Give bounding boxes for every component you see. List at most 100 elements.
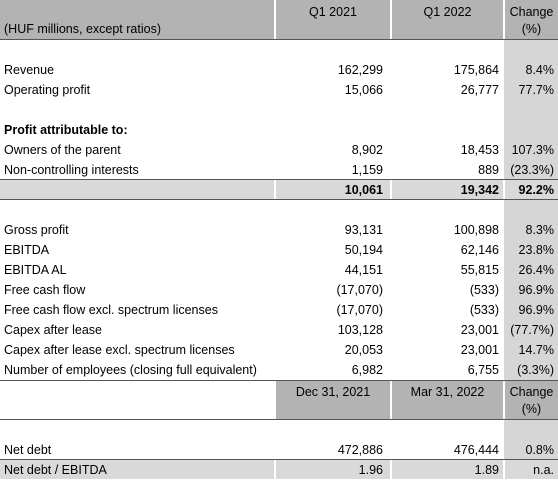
change-column-band <box>504 120 558 140</box>
table-row: Operating profit 15,066 26,777 77.7% <box>0 80 558 100</box>
net-debt-ratio-band <box>0 460 558 479</box>
value-q1-2021: 44,151 <box>344 263 383 277</box>
row-label: EBITDA AL <box>4 263 67 277</box>
value-change: 107.3% <box>511 143 554 157</box>
value-q1-2022: 55,815 <box>460 263 499 277</box>
value-q1-2022: 175,864 <box>453 63 499 77</box>
row-divider <box>390 460 392 479</box>
section-heading: Profit attributable to: <box>4 123 128 137</box>
value-q1-2021: 103,128 <box>337 323 383 337</box>
spacer-row <box>0 40 558 60</box>
value-q1-2021: 20,053 <box>344 343 383 357</box>
value-change: 0.8% <box>525 443 555 457</box>
change-column-band <box>504 420 558 440</box>
value-change: 96.9% <box>518 303 554 317</box>
header-col-dec-2021: Dec 31, 2021 <box>295 385 371 399</box>
table-row: Owners of the parent 8,902 18,453 107.3% <box>0 140 558 160</box>
value-q1-2022: 889 <box>478 163 499 177</box>
table-row: Free cash flow excl. spectrum licenses (… <box>0 300 558 320</box>
value-change: 26.4% <box>518 263 554 277</box>
value-change: 96.9% <box>518 283 554 297</box>
subheader-rule <box>0 419 558 420</box>
value-q1-2021: 162,299 <box>337 63 383 77</box>
row-label: Operating profit <box>4 83 91 97</box>
change-column-band <box>504 340 558 360</box>
table-row: Net debt 472,886 476,444 0.8% <box>0 440 558 460</box>
value-q1-2021: 15,066 <box>344 83 383 97</box>
value-change: 23.8% <box>518 243 554 257</box>
change-column-band <box>504 440 558 460</box>
header-col-change-unit: (%) <box>521 22 542 36</box>
row-label: Gross profit <box>4 223 69 237</box>
header-divider <box>390 0 392 40</box>
value-change: 14.7% <box>518 343 554 357</box>
subheader-background <box>276 380 558 420</box>
total-divider <box>503 180 505 200</box>
value-dec-2021: 1.96 <box>358 463 383 477</box>
value-change: 77.7% <box>518 83 554 97</box>
value-mar-2022: 476,444 <box>453 443 499 457</box>
change-column-band <box>504 220 558 240</box>
row-label: Number of employees (closing full equiva… <box>4 363 257 377</box>
table-row: Net debt / EBITDA 1.96 1.89 n.a. <box>0 460 558 479</box>
header-background <box>0 0 558 40</box>
value-q1-2022: 6,755 <box>467 363 499 377</box>
total-divider <box>274 180 276 200</box>
table-row: Number of employees (closing full equiva… <box>0 360 558 380</box>
subheader-divider <box>503 380 505 420</box>
total-q1-2022: 19,342 <box>460 183 499 197</box>
value-change: 8.4% <box>525 63 555 77</box>
value-q1-2021: 50,194 <box>344 243 383 257</box>
net-debt-rule <box>0 459 558 460</box>
row-label: Non-controlling interests <box>4 163 139 177</box>
row-label: Capex after lease <box>4 323 102 337</box>
row-label: EBITDA <box>4 243 50 257</box>
subheader-divider <box>390 380 392 420</box>
value-q1-2022: (533) <box>469 303 499 317</box>
value-change: (3.3%) <box>517 363 554 377</box>
spacer-row <box>0 200 558 220</box>
change-column-band <box>504 200 558 220</box>
value-q1-2021: 93,131 <box>344 223 383 237</box>
table-subheader: Dec 31, 2021 Mar 31, 2022 Change (%) <box>0 380 558 420</box>
value-q1-2021: 6,982 <box>351 363 383 377</box>
row-label: Capex after lease excl. spectrum license… <box>4 343 235 357</box>
table-row: EBITDA AL 44,151 55,815 26.4% <box>0 260 558 280</box>
row-divider <box>503 460 505 479</box>
value-q1-2022: 100,898 <box>453 223 499 237</box>
total-band <box>0 180 558 200</box>
table-row: EBITDA 50,194 62,146 23.8% <box>0 240 558 260</box>
header-col-q1-2022: Q1 2022 <box>423 5 472 19</box>
spacer-row <box>0 420 558 440</box>
row-label: Free cash flow excl. spectrum licenses <box>4 303 218 317</box>
value-dec-2021: 472,886 <box>337 443 383 457</box>
change-column-band <box>504 320 558 340</box>
table-header: (HUF millions, except ratios) Q1 2021 Q1… <box>0 0 558 40</box>
row-label: Net debt <box>4 443 52 457</box>
total-q1-2021: 10,061 <box>344 183 383 197</box>
value-change: (23.3%) <box>510 163 554 177</box>
header-rule <box>0 39 558 40</box>
table-row: Gross profit 93,131 100,898 8.3% <box>0 220 558 240</box>
table-row: Non-controlling interests 1,159 889 (23.… <box>0 160 558 180</box>
change-column-band <box>504 100 558 120</box>
change-column-band <box>504 300 558 320</box>
value-change: 8.3% <box>525 223 555 237</box>
value-q1-2022: (533) <box>469 283 499 297</box>
change-column-band <box>504 60 558 80</box>
row-label: Free cash flow <box>4 283 86 297</box>
value-q1-2022: 62,146 <box>460 243 499 257</box>
header-col-change: Change <box>509 385 554 399</box>
change-column-band <box>504 80 558 100</box>
row-label: Revenue <box>4 63 55 77</box>
value-change: n.a. <box>533 463 554 477</box>
change-column-band <box>504 280 558 300</box>
value-q1-2021: (17,070) <box>336 303 383 317</box>
value-q1-2021: (17,070) <box>336 283 383 297</box>
value-mar-2022: 1.89 <box>474 463 499 477</box>
header-col-q1-2021: Q1 2021 <box>309 5 357 19</box>
value-q1-2022: 23,001 <box>460 343 499 357</box>
header-col-change-unit: (%) <box>521 402 542 416</box>
row-divider <box>274 460 276 479</box>
